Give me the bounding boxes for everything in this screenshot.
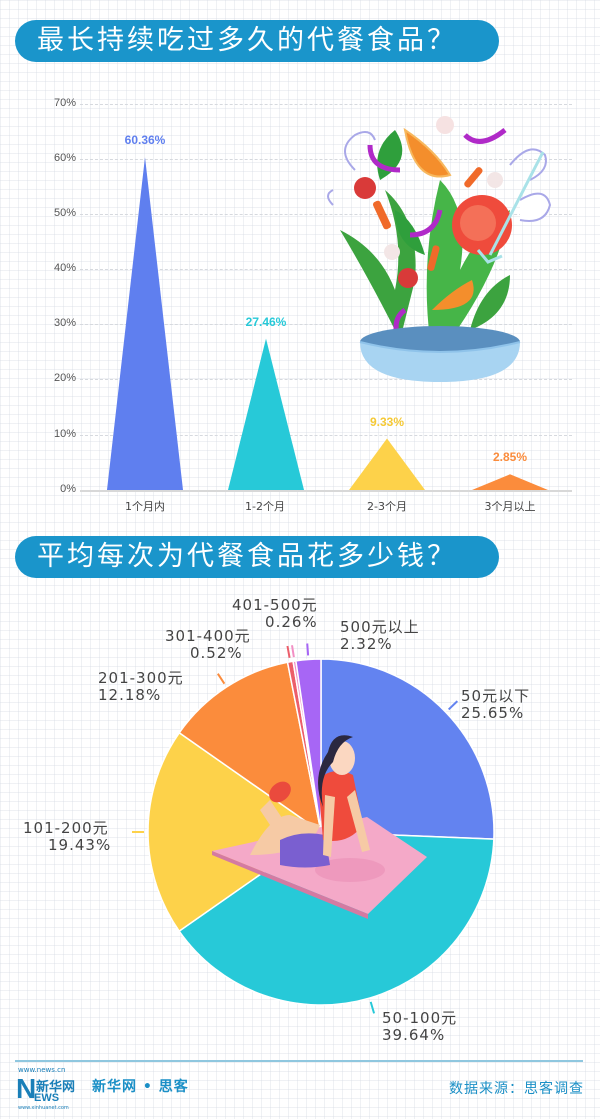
y-tick-10: 10% <box>53 428 76 440</box>
pie-label-301-400: 301-400元 0.52% <box>165 627 251 662</box>
triangle-bar <box>349 438 425 490</box>
section-title-duration: 最长持续吃过多久的代餐食品？ <box>15 20 499 62</box>
pie-label-500-plus: 500元以上 2.32% <box>340 618 420 653</box>
xinhua-logo: www.news.cn N 新华网 EWS www.xinhuanet.com <box>16 1066 76 1111</box>
pie-label-101-200: 101-200元 19.43% <box>23 819 112 854</box>
bar-value-label: 9.33% <box>369 414 405 429</box>
y-tick-40: 40% <box>53 262 76 274</box>
leader-line <box>291 645 295 658</box>
leader-line <box>369 1001 376 1014</box>
x-label: 3个月以上 <box>484 500 536 513</box>
x-label: 1个月内 <box>125 500 165 513</box>
triangle-bars <box>107 157 548 490</box>
y-tick-50: 50% <box>53 207 76 219</box>
salad-bowl-illustration <box>327 116 552 382</box>
footer-divider <box>15 1060 583 1062</box>
data-source: 数据来源：思客调查 <box>449 1081 584 1097</box>
gridline <box>80 214 572 215</box>
gridline <box>80 269 572 270</box>
leader-line <box>306 643 310 656</box>
pie-label-401-500: 401-500元 0.26% <box>232 596 318 631</box>
triangle-bar <box>228 338 304 490</box>
brand-name: 新华网 • 思客 <box>92 1079 189 1095</box>
gridline <box>80 324 572 325</box>
leader-line <box>286 645 291 658</box>
x-axis-line <box>80 490 572 492</box>
leader-line <box>447 700 459 711</box>
pie-slice <box>178 831 495 1006</box>
pie-label-50-100: 50-100元 39.64% <box>382 1009 458 1044</box>
y-tick-60: 60% <box>53 152 76 164</box>
y-tick-20: 20% <box>53 372 76 384</box>
bar-value-label: 27.46% <box>245 314 287 329</box>
pie-slice <box>295 658 322 833</box>
gridline <box>80 104 572 105</box>
section-title-spending: 平均每次为代餐食品花多少钱？ <box>15 536 499 578</box>
y-tick-70: 70% <box>53 97 76 109</box>
pie-slice <box>320 658 495 840</box>
y-tick-30: 30% <box>53 317 76 329</box>
x-label: 2-3个月 <box>367 500 407 513</box>
triangle-bar <box>472 474 548 490</box>
triangle-bar <box>107 157 183 490</box>
bar-value-label: 2.85% <box>492 450 528 465</box>
y-tick-0: 0% <box>60 483 76 495</box>
leader-line <box>216 673 226 685</box>
bar-value-label: 60.36% <box>124 133 166 148</box>
pie-label-201-300: 201-300元 12.18% <box>98 669 184 704</box>
gridline <box>80 379 572 380</box>
gridline <box>80 159 572 160</box>
pie-slice <box>147 731 323 933</box>
x-label: 1-2个月 <box>245 500 285 513</box>
gridline <box>80 435 572 436</box>
pie-label-under-50: 50元以下 25.65% <box>461 687 531 722</box>
